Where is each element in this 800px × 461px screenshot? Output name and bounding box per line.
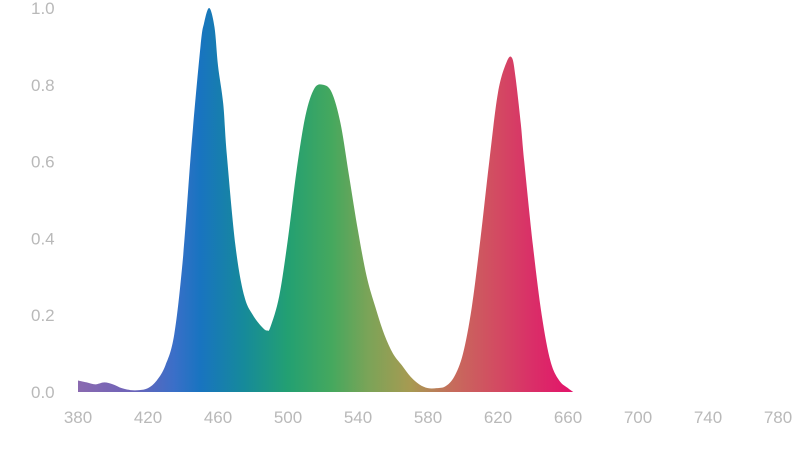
x-tick-label: 660 [554,408,582,427]
x-tick-label: 740 [694,408,722,427]
series-group [78,7,574,393]
x-tick-label: 460 [204,408,232,427]
x-tick-label: 620 [484,408,512,427]
y-tick-label: 0.4 [31,229,55,248]
x-tick-label: 580 [414,408,442,427]
x-tick-label: 780 [764,408,792,427]
x-tick-label: 500 [274,408,302,427]
x-tick-label: 380 [64,408,92,427]
x-tick-label: 540 [344,408,372,427]
spectrum-area [78,7,574,393]
y-tick-label: 0.2 [31,306,55,325]
x-axis: 380 420 460 500 540 580 620 660 700 740 780 [64,408,792,427]
x-tick-label: 700 [624,408,652,427]
y-tick-label: 0.8 [31,76,55,95]
y-axis: 0.0 0.2 0.4 0.6 0.8 1.0 [31,0,55,402]
y-tick-label: 1.0 [31,0,55,18]
y-tick-label: 0.6 [31,153,55,172]
x-tick-label: 420 [134,408,162,427]
y-tick-label: 0.0 [31,383,55,402]
